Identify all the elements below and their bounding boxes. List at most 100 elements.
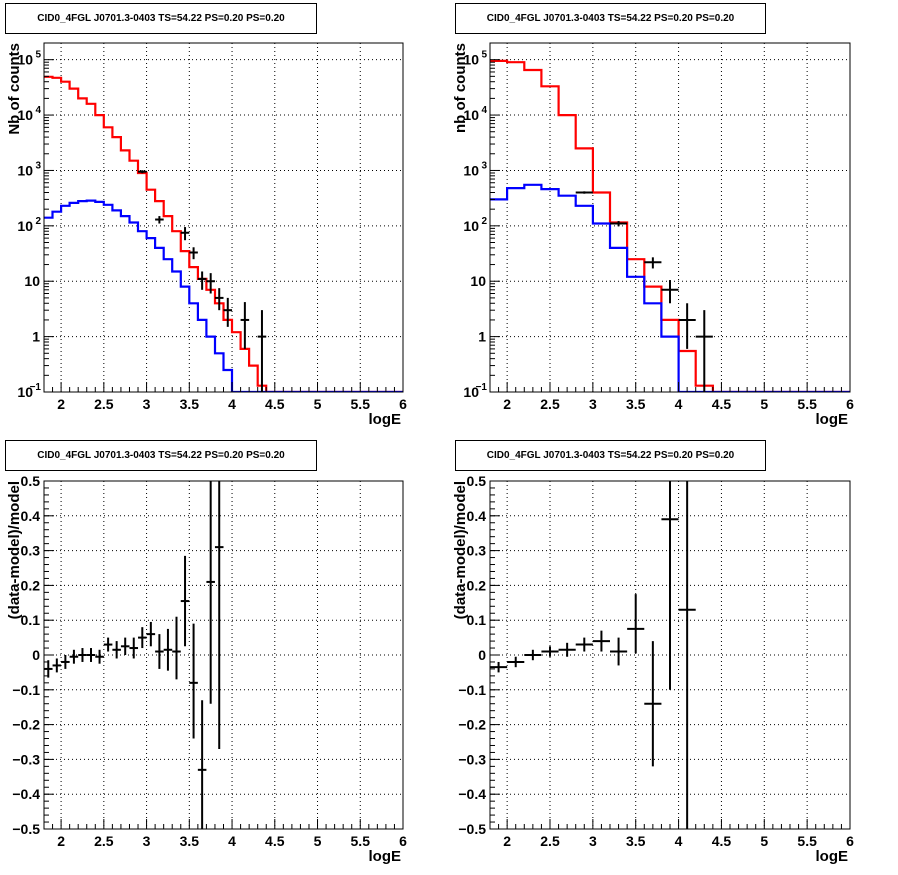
data-point bbox=[240, 302, 250, 349]
chart-title: CID0_4FGL J0701.3-0403 TS=54.22 PS=0.20 … bbox=[455, 3, 766, 34]
x-tick-label: 4.5 bbox=[712, 396, 732, 412]
x-tick-label: 5.5 bbox=[351, 396, 371, 412]
plot-frame bbox=[43, 42, 404, 393]
x-tick-label: 3.5 bbox=[180, 833, 200, 849]
y-tick-label: 0.5 bbox=[467, 473, 487, 489]
data-point bbox=[197, 271, 207, 290]
x-axis-label: logE bbox=[816, 848, 849, 865]
axis-ticks bbox=[490, 480, 842, 830]
data-point bbox=[146, 621, 156, 647]
y-tick-exponent: 2 bbox=[35, 216, 41, 227]
chart-title: CID0_4FGL J0701.3-0403 TS=54.22 PS=0.20 … bbox=[5, 440, 317, 471]
data-point bbox=[575, 637, 593, 652]
y-tick-exponent: 3 bbox=[35, 160, 41, 171]
x-tick-label: 2 bbox=[57, 833, 65, 849]
chart-title: CID0_4FGL J0701.3-0403 TS=54.22 PS=0.20 … bbox=[455, 440, 766, 471]
data-point bbox=[69, 649, 79, 664]
plot-area bbox=[44, 75, 403, 392]
axis-ticks bbox=[44, 42, 395, 393]
y-tick-label: −0.2 bbox=[12, 717, 40, 733]
data-point bbox=[206, 273, 215, 294]
y-tick-exponent: −1 bbox=[30, 382, 42, 393]
x-tick-label: 4 bbox=[675, 396, 683, 412]
y-tick-label: 0.4 bbox=[467, 508, 487, 524]
y-tick-exponent: 5 bbox=[35, 50, 41, 61]
data-point bbox=[592, 630, 610, 652]
y-tick-label: 0.4 bbox=[21, 508, 41, 524]
y-tick-label: 0.2 bbox=[21, 577, 41, 593]
x-tick-label: 4.5 bbox=[265, 396, 285, 412]
data-point bbox=[155, 216, 164, 224]
y-tick-label: 1 bbox=[478, 329, 486, 345]
x-tick-label: 4 bbox=[228, 833, 236, 849]
y-tick-label: 10 bbox=[463, 384, 479, 400]
y-tick-exponent: 5 bbox=[481, 50, 487, 61]
plot-frame bbox=[43, 480, 404, 830]
x-tick-label: 2.5 bbox=[540, 833, 560, 849]
panel-bottom-left: CID0_4FGL J0701.3-0403 TS=54.22 PS=0.20 … bbox=[0, 437, 449, 875]
x-tick-label: 5 bbox=[760, 396, 768, 412]
grid bbox=[490, 43, 851, 393]
y-tick-label: 10 bbox=[17, 162, 33, 178]
x-tick-label: 4.5 bbox=[265, 833, 285, 849]
y-tick-label: 0.3 bbox=[21, 543, 41, 559]
y-tick-label: 0 bbox=[32, 647, 40, 663]
x-tick-label: 2 bbox=[503, 833, 511, 849]
data-point bbox=[163, 628, 173, 671]
y-tick-label: 1 bbox=[32, 329, 40, 345]
x-tick-label: 2.5 bbox=[540, 396, 560, 412]
data-point bbox=[155, 634, 164, 669]
data-point bbox=[214, 288, 224, 311]
y-tick-label: −0.4 bbox=[12, 786, 40, 802]
panel-top-right: CID0_4FGL J0701.3-0403 TS=54.22 PS=0.20 … bbox=[449, 0, 898, 437]
data-point bbox=[610, 221, 628, 227]
x-tick-label: 3 bbox=[143, 833, 151, 849]
data-point bbox=[172, 616, 181, 680]
data-point bbox=[112, 641, 121, 659]
data-point bbox=[558, 642, 576, 657]
data-point bbox=[524, 649, 542, 661]
data-point bbox=[138, 627, 147, 649]
x-tick-label: 5.5 bbox=[797, 396, 817, 412]
data-point bbox=[189, 247, 198, 260]
y-tick-label: 10 bbox=[24, 273, 40, 289]
data-point bbox=[129, 637, 139, 659]
histogram-series bbox=[490, 183, 850, 392]
data-point bbox=[103, 637, 113, 652]
panel-top-left: CID0_4FGL J0701.3-0403 TS=54.22 PS=0.20 … bbox=[0, 0, 449, 437]
x-tick-label: 6 bbox=[846, 396, 854, 412]
y-tick-label: −0.3 bbox=[458, 751, 486, 767]
plot-area bbox=[490, 59, 850, 392]
histogram-series bbox=[44, 199, 403, 392]
x-tick-label: 5.5 bbox=[351, 833, 371, 849]
data-point bbox=[78, 648, 87, 662]
y-axis-label: nb of counts bbox=[452, 43, 469, 133]
x-tick-label: 3.5 bbox=[626, 833, 646, 849]
x-tick-label: 4 bbox=[675, 833, 683, 849]
grid bbox=[44, 480, 404, 830]
chart-title: CID0_4FGL J0701.3-0403 TS=54.22 PS=0.20 … bbox=[5, 3, 317, 34]
data-point bbox=[138, 170, 147, 174]
data-point bbox=[490, 661, 508, 673]
data-point bbox=[257, 310, 267, 392]
x-tick-label: 3.5 bbox=[180, 396, 200, 412]
x-tick-label: 5 bbox=[314, 833, 322, 849]
x-tick-label: 2.5 bbox=[94, 396, 114, 412]
x-tick-label: 3.5 bbox=[626, 396, 646, 412]
axis-ticks bbox=[44, 480, 395, 830]
data-point bbox=[120, 637, 130, 655]
x-tick-label: 3 bbox=[589, 396, 597, 412]
data-point bbox=[627, 594, 645, 654]
x-tick-label: 6 bbox=[399, 396, 407, 412]
histogram-series bbox=[490, 59, 850, 392]
x-tick-label: 3 bbox=[589, 833, 597, 849]
y-tick-exponent: 2 bbox=[481, 216, 487, 227]
y-tick-label: 0.3 bbox=[467, 543, 487, 559]
y-tick-label: −0.1 bbox=[12, 682, 40, 698]
y-tick-label: 10 bbox=[470, 273, 486, 289]
data-point bbox=[575, 191, 593, 194]
data-point bbox=[52, 658, 62, 673]
y-tick-label: 10 bbox=[463, 52, 479, 68]
x-tick-label: 4.5 bbox=[712, 833, 732, 849]
x-axis-label: logE bbox=[369, 411, 402, 428]
